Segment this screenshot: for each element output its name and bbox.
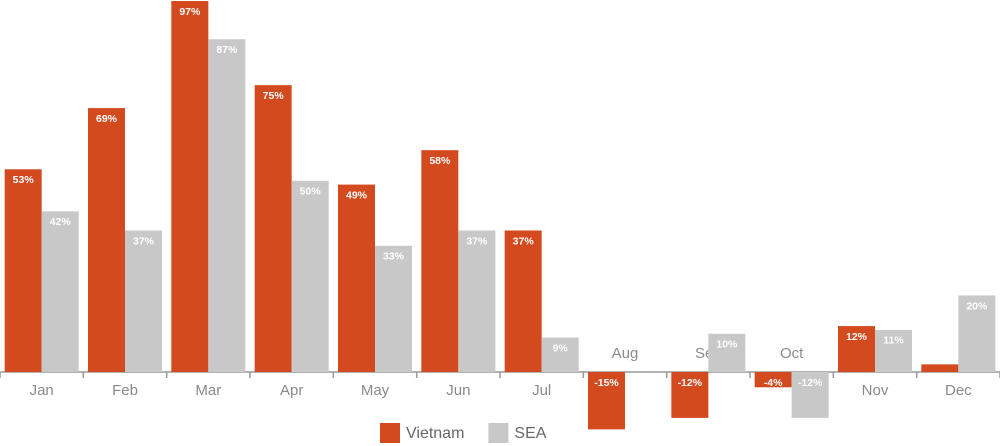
bar — [208, 39, 246, 372]
value-label: 20% — [966, 300, 988, 312]
x-tick-label: Oct — [780, 345, 804, 362]
bar — [838, 326, 875, 372]
bar — [291, 180, 329, 372]
bar — [754, 372, 792, 388]
value-label: 12% — [846, 331, 868, 343]
bar — [421, 150, 459, 372]
bar — [588, 372, 625, 430]
value-label: 49% — [346, 189, 368, 201]
value-label: 53% — [13, 174, 35, 186]
x-tick-label: Mar — [195, 382, 221, 399]
x-tick-label: Jul — [532, 382, 551, 399]
value-label: -12% — [678, 377, 703, 389]
value-label: 97% — [179, 6, 201, 18]
legend-swatch — [380, 423, 400, 443]
x-tick-label: Jun — [446, 382, 470, 399]
legend-label: Vietnam — [406, 425, 464, 442]
x-tick-label: Jan — [30, 382, 54, 399]
value-label: 33% — [383, 251, 405, 263]
value-label: 50% — [300, 186, 322, 198]
legend-swatch — [488, 423, 509, 443]
x-tick-label: Apr — [280, 382, 303, 399]
bar — [958, 295, 996, 372]
bar — [875, 329, 912, 372]
bar — [254, 85, 292, 372]
x-tick-label: Dec — [945, 382, 972, 399]
legend-label: SEA — [514, 425, 546, 442]
value-label: 37% — [513, 235, 535, 247]
x-tick-label: May — [361, 382, 390, 399]
bar — [171, 1, 209, 372]
value-label: 9% — [553, 342, 569, 354]
bar — [541, 337, 579, 372]
value-label: 69% — [96, 113, 118, 125]
bar — [921, 364, 959, 372]
bar — [708, 333, 746, 372]
value-label: 75% — [263, 90, 285, 102]
bar — [375, 245, 412, 372]
x-tick-label: Feb — [112, 382, 138, 399]
bar — [671, 372, 709, 418]
bar — [125, 230, 162, 372]
value-label: 10% — [716, 339, 738, 351]
x-tick-label: Nov — [862, 382, 889, 399]
bar — [88, 108, 125, 373]
bar — [458, 230, 496, 372]
value-label: -12% — [798, 377, 823, 389]
bar — [791, 372, 829, 418]
value-label: -15% — [594, 377, 619, 389]
x-tick-label: Aug — [612, 345, 639, 362]
bar — [504, 230, 542, 372]
bar — [41, 211, 79, 372]
value-label: 87% — [216, 44, 238, 56]
bar — [4, 169, 42, 372]
value-label: 37% — [133, 235, 155, 247]
value-label: 42% — [50, 216, 72, 228]
value-label: 11% — [883, 335, 904, 347]
value-label: -4% — [764, 377, 783, 389]
value-label: 37% — [466, 235, 488, 247]
value-label: 58% — [429, 155, 451, 167]
bar — [338, 184, 375, 372]
